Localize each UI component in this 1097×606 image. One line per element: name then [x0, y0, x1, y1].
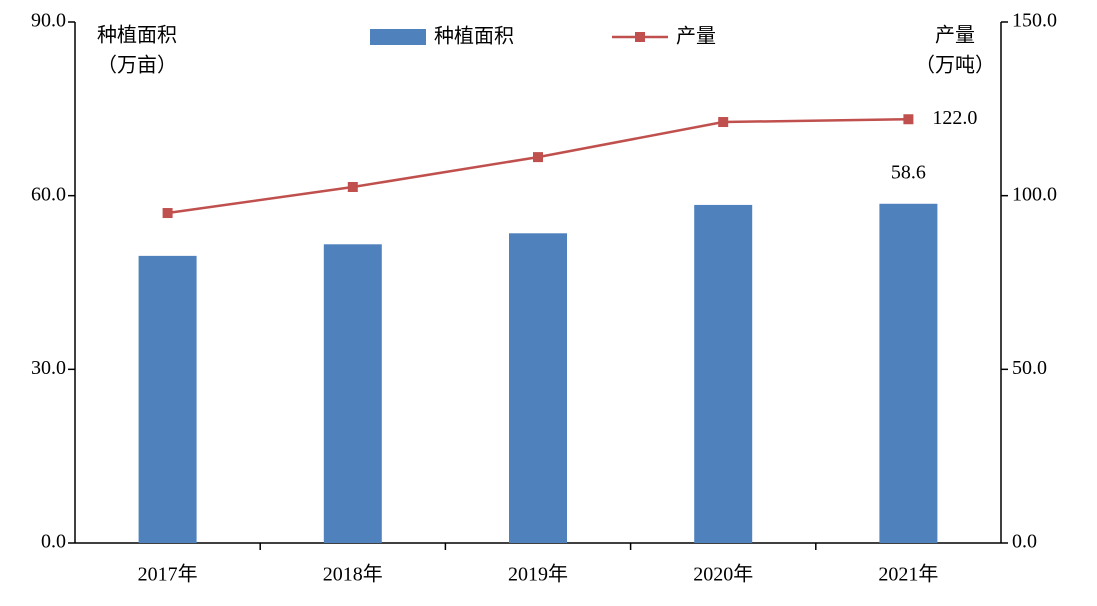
line-marker [533, 152, 543, 163]
line-marker [718, 117, 729, 128]
bar [138, 255, 197, 544]
bar [694, 204, 753, 543]
x-tick-label: 2019年 [508, 563, 568, 586]
bar [323, 244, 382, 543]
bar-value-label: 58.6 [891, 161, 926, 183]
x-tick-label: 2020年 [693, 563, 753, 586]
x-tick-label: 2021年 [878, 563, 938, 586]
bar [879, 203, 938, 543]
line-marker [162, 208, 173, 219]
line [167, 118, 909, 215]
legend-label: 产量 [676, 25, 716, 48]
legend-swatch [635, 32, 645, 42]
y-tick-label: 60.0 [31, 183, 66, 205]
bar [509, 233, 567, 544]
y2-tick-label: 50.0 [1012, 357, 1047, 379]
y-tick-label: 0.0 [41, 531, 66, 553]
legend-swatch [370, 29, 426, 45]
y-axis-title: 种植面积 [97, 24, 177, 47]
y-axis-title: （万亩） [97, 54, 177, 77]
y2-axis-title: （万吨） [915, 54, 995, 77]
line-value-label: 122.0 [932, 107, 977, 129]
line-marker [347, 181, 358, 192]
y2-axis-title: 产量 [935, 24, 975, 47]
y2-tick-label: 0.0 [1012, 531, 1037, 553]
y2-tick-label: 150.0 [1012, 10, 1057, 32]
y-tick-label: 30.0 [31, 357, 66, 379]
x-tick-label: 2017年 [138, 563, 198, 586]
y2-tick-label: 100.0 [1012, 183, 1057, 205]
legend-label: 种植面积 [434, 25, 514, 48]
line-marker [903, 114, 914, 125]
y-tick-label: 90.0 [31, 10, 66, 32]
x-tick-label: 2018年 [323, 563, 383, 586]
